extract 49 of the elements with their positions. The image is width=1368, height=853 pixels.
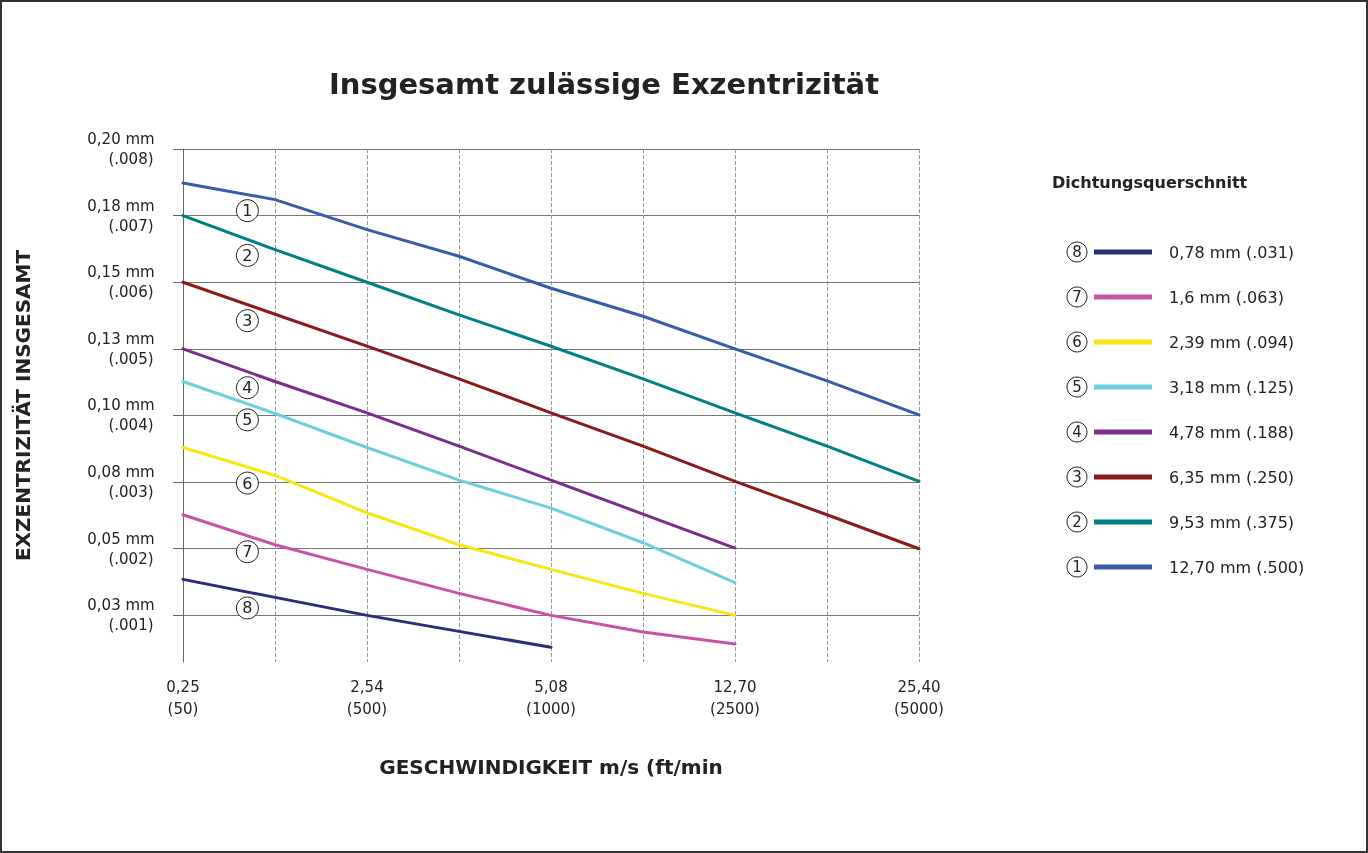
text: 1 <box>1072 558 1082 576</box>
y-tick-label: 0,10 mm <box>87 396 155 415</box>
y2-tick-label: (.001) <box>108 616 154 635</box>
y2-tick-label: (.007) <box>108 216 154 235</box>
annotation: 4 <box>242 378 253 398</box>
legend-label: 9,53 mm (.375) <box>1169 512 1295 532</box>
x-axis-title: GESCHWINDIGKEIT m/s (ft/min <box>379 755 723 779</box>
x-tick-label: 0,25 (50) <box>166 678 200 718</box>
chart-title: Insgesamt zulässige Exzentrizität <box>328 66 880 101</box>
annotation: 6 <box>242 473 253 493</box>
text: 8 <box>1072 243 1082 261</box>
y2-tick-label: (.004) <box>108 416 154 435</box>
annotation: 8 <box>242 598 253 618</box>
text: 3 <box>1072 468 1082 486</box>
annotation: 3 <box>242 311 253 331</box>
y2-tick-label: (.003) <box>108 483 154 502</box>
y2-tick-label: (.002) <box>108 549 154 568</box>
legend-label: 3,18 mm (.125) <box>1169 377 1295 397</box>
text: 5 <box>1072 378 1082 396</box>
text: 6 <box>1072 333 1082 351</box>
text: 4 <box>1072 423 1082 441</box>
y-tick-label: 0,18 mm <box>87 196 155 215</box>
x-tick-label: 2,54 (500) <box>346 678 388 718</box>
legend-label: 4,78 mm (.188) <box>1169 422 1295 442</box>
legend-label: 1,6 mm (.063) <box>1169 287 1284 307</box>
y2-tick-label: (.006) <box>108 283 154 302</box>
y-tick-label: 0,03 mm <box>87 596 155 615</box>
annotation: 7 <box>242 542 253 562</box>
legend-label: 12,70 mm (.500) <box>1169 557 1305 577</box>
annotation: 2 <box>242 245 253 265</box>
x-tick-label: 12,70 (2500) <box>710 678 760 718</box>
y-axis-title: EXZENTRIZITÄT INSGESAMT <box>11 249 35 562</box>
x-tick-label: 5,08 (1000) <box>526 678 576 718</box>
y2-tick-label: (.008) <box>108 150 154 168</box>
text: 7 <box>1072 288 1082 306</box>
legend-label: 2,39 mm (.094) <box>1169 332 1295 352</box>
y-tick-label: 0,15 mm <box>87 263 155 282</box>
legend-title: Dichtungsquerschnitt <box>1052 172 1248 192</box>
annotation: 5 <box>242 410 253 430</box>
text: 2 <box>1072 513 1082 531</box>
y2-tick-label: (.005) <box>108 349 154 368</box>
y-tick-label: 0,05 mm <box>87 529 155 548</box>
x-tick-label: 25,40 (5000) <box>894 678 944 718</box>
annotation: 1 <box>242 201 253 221</box>
legend-label: 6,35 mm (.250) <box>1169 467 1295 487</box>
y-tick-label: 0,08 mm <box>87 463 155 482</box>
legend-label: 0,78 mm (.031) <box>1169 242 1295 262</box>
y-tick-label: 0,20 mm <box>87 130 155 148</box>
y-tick-label: 0,13 mm <box>87 329 155 348</box>
